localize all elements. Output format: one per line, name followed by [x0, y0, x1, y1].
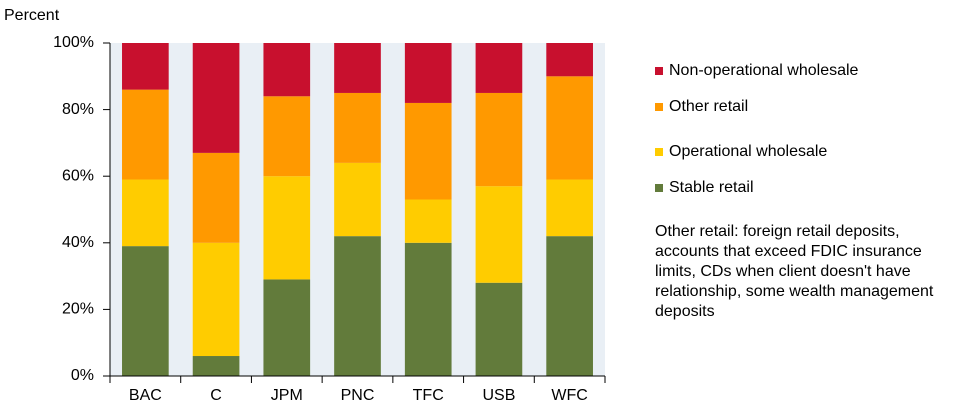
bar-segment — [122, 246, 169, 376]
x-tick-label: PNC — [341, 387, 375, 404]
legend-label: Stable retail — [669, 179, 754, 196]
legend-swatch — [655, 148, 663, 156]
y-tick-label: 40% — [62, 234, 94, 251]
y-axis-label: Percent — [4, 7, 60, 24]
bar-segment — [475, 186, 523, 283]
bar-segment — [263, 176, 311, 280]
y-tick-label: 80% — [62, 101, 94, 118]
bar-segment — [263, 43, 311, 97]
annotation: Other retail: foreign retail deposits, a… — [655, 223, 934, 320]
bar-segment — [475, 43, 523, 93]
legend-label: Other retail — [669, 98, 748, 115]
legend-label: Operational wholesale — [669, 143, 827, 160]
x-tick-label: TFC — [413, 387, 444, 404]
y-tick-label: 60% — [62, 167, 94, 184]
legend-swatch — [655, 67, 663, 75]
legend-swatch — [655, 103, 663, 111]
bar-segment — [192, 356, 240, 376]
y-tick-label: 20% — [62, 301, 94, 318]
bar-segment — [546, 179, 593, 237]
bar-segment — [475, 282, 523, 376]
bar-segment — [334, 162, 381, 237]
y-tick-label: 0% — [71, 367, 94, 384]
x-tick-label: C — [210, 387, 222, 404]
bar-segment — [192, 43, 240, 153]
bar-segment — [122, 179, 169, 247]
bar-segment — [404, 102, 452, 200]
bar-segment — [404, 43, 452, 103]
bar-segment — [263, 96, 311, 177]
x-tick-label: WFC — [551, 387, 587, 404]
bar-segment — [122, 89, 169, 180]
x-tick-label: JPM — [271, 387, 303, 404]
bar-segment — [263, 279, 311, 376]
x-tick-label: USB — [482, 387, 515, 404]
bar-segment — [334, 92, 381, 163]
bar-segment — [334, 236, 381, 376]
bar-segment — [122, 43, 169, 90]
bar-segment — [192, 242, 240, 357]
legend-label: Non-operational wholesale — [669, 62, 859, 79]
bar-segment — [546, 76, 593, 180]
bar-segment — [334, 43, 381, 93]
bar-segment — [546, 236, 593, 376]
y-tick-label: 100% — [53, 34, 94, 51]
bar-segment — [546, 43, 593, 77]
legend-swatch — [655, 184, 663, 192]
bar-segment — [404, 242, 452, 376]
bar-segment — [192, 152, 240, 243]
bar-segment — [404, 199, 452, 243]
bar-segment — [475, 92, 523, 187]
x-tick-label: BAC — [129, 387, 162, 404]
